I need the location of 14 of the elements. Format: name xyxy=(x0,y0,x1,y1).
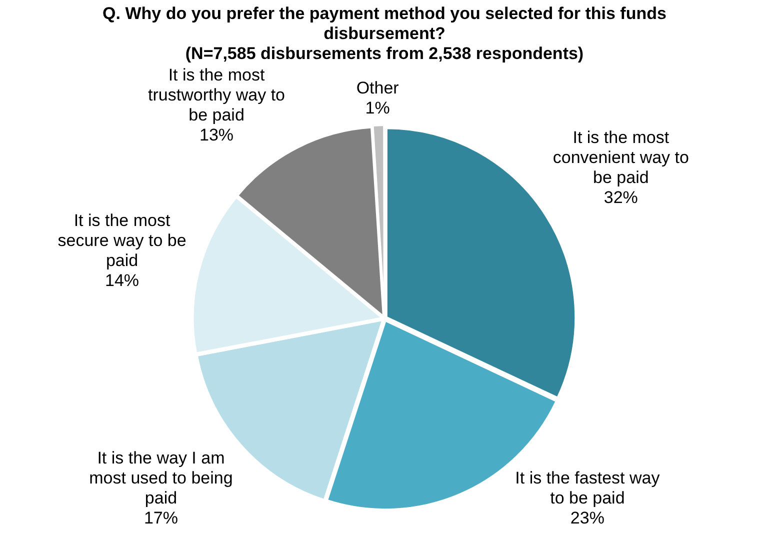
data-label: 17% xyxy=(144,508,178,528)
slice-label: It is the fastest way to be paid xyxy=(515,468,660,508)
data-label: 13% xyxy=(200,126,234,145)
slice-label: Other xyxy=(356,78,400,98)
slice-label: It is the most secure way to be paid xyxy=(58,210,186,270)
slice-label: It is the most trustworthy way to be paid xyxy=(148,66,286,125)
data-label: 23% xyxy=(570,508,604,528)
slice-label: It is the way I am most used to being paid xyxy=(89,448,233,508)
chart-subtitle: (N=7,585 disbursements from 2,538 respondents) xyxy=(184,44,585,64)
data-label: 1% xyxy=(365,98,390,118)
chart-title: Q. Why do you prefer the payment method you selected for this funds disbursement? xyxy=(102,4,668,44)
slice-label: It is the most convenient way to be paid xyxy=(552,128,689,188)
data-label: 14% xyxy=(105,270,140,290)
data-label: 32% xyxy=(604,188,638,208)
